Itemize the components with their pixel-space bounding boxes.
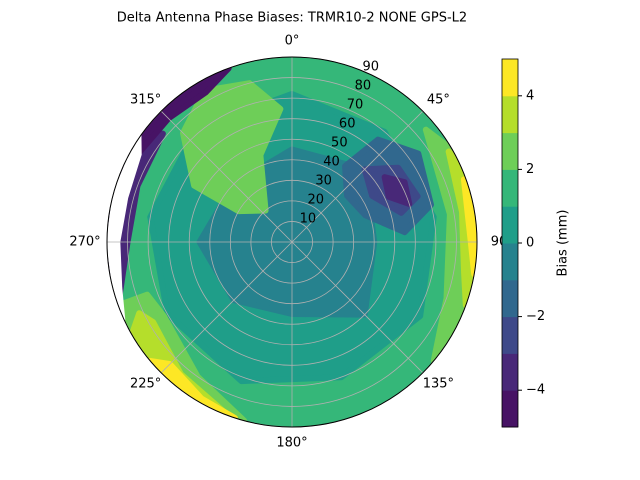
radial-tick-label: 10 (300, 212, 317, 227)
plot-border (106, 56, 478, 428)
angle-tick-label: 0° (285, 34, 300, 49)
colorbar-band (502, 206, 518, 244)
colorbar-band (502, 95, 518, 134)
colorbar-tick-label: 4 (526, 88, 534, 103)
colorbar-label: Bias (mm) (556, 210, 571, 277)
colorbar-band (502, 59, 518, 97)
radial-tick-label: 50 (331, 136, 348, 151)
radial-tick-label: 70 (347, 98, 364, 113)
colorbar-band (502, 169, 518, 207)
radial-tick-label: 90 (363, 60, 380, 75)
angle-tick-label: 135° (423, 377, 454, 392)
grid-spoke (160, 110, 293, 243)
angle-tick-label: 315° (130, 92, 161, 107)
radial-tick-label: 60 (339, 117, 356, 132)
colorbar-tick-label: −4 (526, 383, 545, 398)
grid-spoke (291, 110, 424, 243)
radial-tick-label: 40 (323, 155, 340, 170)
radial-tick-label: 20 (307, 193, 324, 208)
colorbar-band (502, 243, 518, 281)
colorbar-band (502, 353, 518, 391)
radial-tick-label: 80 (355, 79, 372, 94)
colorbar-band (502, 132, 518, 170)
colorbar-tick-label: 0 (526, 236, 534, 251)
colorbar-band (502, 390, 518, 428)
angle-tick-label: 225° (130, 377, 161, 392)
grid-spoke (291, 241, 424, 374)
angle-tick-label: 45° (427, 92, 450, 107)
overlay: 0°45°90135°180°225°270°315°1020304050607… (69, 34, 570, 451)
colorbar-tick-label: −2 (526, 309, 545, 324)
colorbar-band (502, 316, 518, 354)
angle-tick-label: 180° (276, 436, 307, 451)
colorbar-band (502, 279, 518, 318)
radial-tick-label: 30 (315, 174, 332, 189)
grid-spoke (160, 241, 293, 374)
chart-title: Delta Antenna Phase Biases: TRMR10-2 NON… (117, 11, 467, 26)
angle-tick-label: 270° (69, 235, 100, 250)
colorbar-tick-label: 2 (526, 162, 534, 177)
